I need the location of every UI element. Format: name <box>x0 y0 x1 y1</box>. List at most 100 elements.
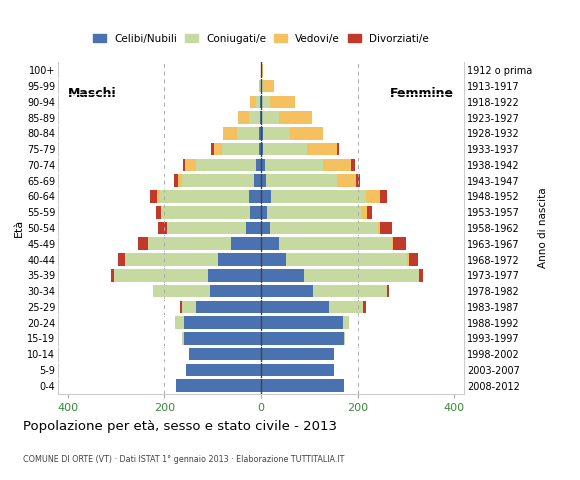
Bar <box>223 127 237 140</box>
Bar <box>256 96 260 108</box>
Bar <box>182 300 196 313</box>
Bar <box>313 285 387 298</box>
Bar <box>261 222 270 234</box>
Bar <box>262 96 270 108</box>
Bar <box>185 158 196 171</box>
Bar <box>184 316 261 329</box>
Bar <box>176 379 261 392</box>
Bar <box>261 238 280 250</box>
Bar <box>261 206 267 218</box>
Bar <box>183 158 185 171</box>
Text: Popolazione per età, sesso e stato civile - 2013: Popolazione per età, sesso e stato civil… <box>23 420 337 432</box>
Bar <box>182 174 254 187</box>
Bar <box>407 253 409 266</box>
Bar <box>180 300 182 313</box>
Bar <box>263 80 274 92</box>
Bar <box>249 190 261 203</box>
Bar <box>261 316 343 329</box>
Bar <box>256 158 261 171</box>
Y-axis label: Anno di nascita: Anno di nascita <box>538 188 548 268</box>
Bar <box>290 127 323 140</box>
Bar <box>280 111 312 124</box>
Bar <box>307 143 337 156</box>
Bar <box>303 269 419 282</box>
Bar <box>380 222 393 234</box>
Bar <box>419 269 423 282</box>
Bar <box>249 111 260 124</box>
Bar <box>160 190 249 203</box>
Bar <box>222 143 259 156</box>
Bar <box>343 316 349 329</box>
Bar <box>361 206 367 218</box>
Bar <box>267 206 361 218</box>
Bar <box>238 111 249 124</box>
Bar <box>261 379 344 392</box>
Bar <box>270 96 295 108</box>
Bar <box>261 174 266 187</box>
Bar <box>337 143 339 156</box>
Bar <box>261 158 265 171</box>
Bar <box>260 80 261 92</box>
Bar <box>409 253 418 266</box>
Bar <box>138 238 148 250</box>
Bar <box>338 174 356 187</box>
Bar <box>261 285 313 298</box>
Bar <box>245 222 261 234</box>
Bar <box>184 332 261 345</box>
Bar <box>158 222 167 234</box>
Bar <box>251 206 261 218</box>
Bar <box>392 238 393 250</box>
Bar <box>263 127 290 140</box>
Bar <box>261 348 335 360</box>
Bar <box>261 190 271 203</box>
Bar <box>265 158 323 171</box>
Bar <box>188 348 261 360</box>
Bar <box>237 127 259 140</box>
Bar <box>260 111 261 124</box>
Text: Maschi: Maschi <box>68 87 117 100</box>
Bar <box>254 174 261 187</box>
Bar <box>261 364 335 376</box>
Bar <box>270 222 378 234</box>
Bar <box>161 206 251 218</box>
Bar <box>261 300 329 313</box>
Text: COMUNE DI ORTE (VT) · Dati ISTAT 1° gennaio 2013 · Elaborazione TUTTITALIA.IT: COMUNE DI ORTE (VT) · Dati ISTAT 1° genn… <box>23 455 345 464</box>
Bar <box>260 96 261 108</box>
Bar <box>259 127 261 140</box>
Bar <box>286 253 407 266</box>
Bar <box>153 285 210 298</box>
Text: Femmine: Femmine <box>390 87 454 100</box>
Bar <box>261 64 263 77</box>
Legend: Celibi/Nubili, Coniugati/e, Vedovi/e, Divorziati/e: Celibi/Nubili, Coniugati/e, Vedovi/e, Di… <box>89 30 433 48</box>
Bar <box>175 316 184 329</box>
Bar <box>150 190 157 203</box>
Bar <box>196 158 256 171</box>
Bar <box>156 206 161 218</box>
Bar <box>379 222 380 234</box>
Bar <box>208 269 261 282</box>
Bar <box>261 269 303 282</box>
Bar <box>213 143 222 156</box>
Bar <box>261 80 263 92</box>
Bar <box>261 111 262 124</box>
Bar <box>261 143 263 156</box>
Bar <box>178 174 182 187</box>
Bar <box>125 253 219 266</box>
Bar <box>261 253 286 266</box>
Bar <box>323 158 351 171</box>
Bar <box>182 332 184 345</box>
Bar <box>148 238 231 250</box>
Bar <box>114 269 208 282</box>
Bar <box>175 174 179 187</box>
Bar <box>262 111 280 124</box>
Bar <box>351 158 355 171</box>
Bar <box>387 285 389 298</box>
Bar <box>186 364 261 376</box>
Bar <box>211 143 213 156</box>
Bar <box>367 190 380 203</box>
Bar <box>261 332 344 345</box>
Bar <box>280 238 392 250</box>
Y-axis label: Età: Età <box>14 219 24 237</box>
Bar <box>259 143 261 156</box>
Bar <box>356 174 360 187</box>
